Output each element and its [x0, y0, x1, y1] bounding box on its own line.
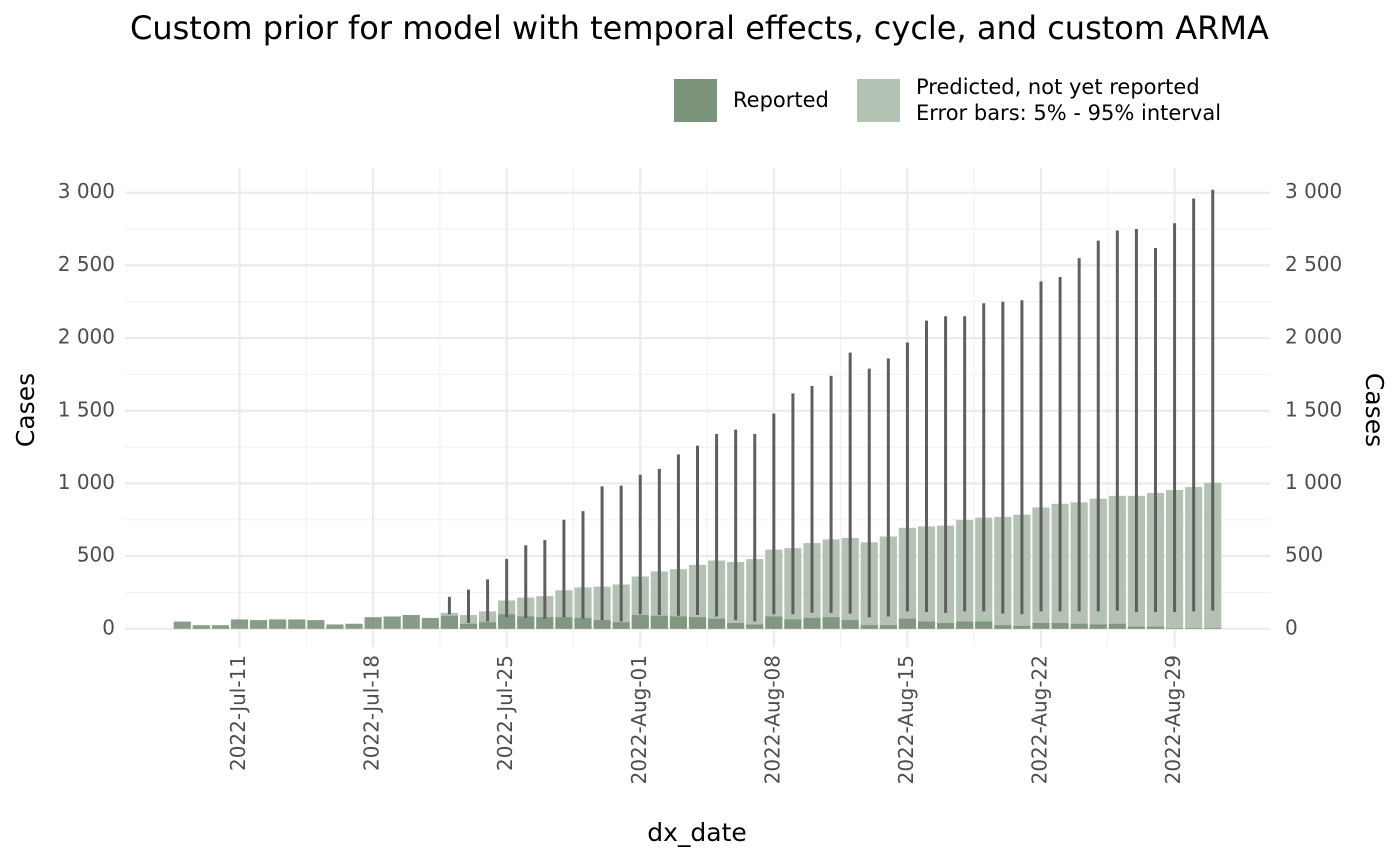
reported-bar — [1108, 623, 1126, 629]
reported-bar — [249, 620, 268, 629]
reported-bar — [288, 619, 306, 629]
reported-bar — [517, 616, 535, 629]
reported-bar — [421, 617, 439, 629]
y-tick-label: 500 — [77, 543, 115, 567]
reported-bar — [746, 624, 764, 629]
x-tick-label: 2022-Aug-29 — [1161, 655, 1185, 784]
reported-bar — [765, 616, 783, 629]
reported-bar — [211, 625, 230, 629]
y-axis-title: Cases — [11, 373, 40, 447]
reported-bar — [345, 623, 363, 629]
legend-swatch — [857, 79, 900, 122]
y-tick-label: 2 500 — [58, 252, 115, 276]
x-axis-title: dx_date — [647, 818, 747, 847]
reported-bar — [650, 615, 668, 629]
y2-tick-label: 2 500 — [1285, 252, 1342, 276]
y2-tick-label: 500 — [1285, 543, 1323, 567]
reported-bar — [383, 616, 401, 629]
reported-bar — [688, 617, 707, 629]
reported-bar — [860, 625, 878, 629]
reported-bar — [994, 625, 1012, 629]
y2-tick-label: 1 500 — [1285, 397, 1342, 421]
legend-label: Reported — [733, 88, 829, 112]
legend-note: Error bars: 5% - 95% interval — [916, 101, 1221, 125]
reported-bar — [917, 621, 936, 629]
reported-bar — [1185, 628, 1203, 629]
y-tick-label: 1 500 — [58, 397, 115, 421]
reported-bar — [1146, 626, 1165, 629]
reported-bar — [669, 616, 688, 629]
reported-bar — [459, 623, 478, 629]
y2-tick-label: 2 000 — [1285, 325, 1342, 349]
reported-bar — [936, 623, 955, 629]
reported-bar — [879, 625, 897, 629]
reported-bar — [593, 620, 611, 629]
x-tick-label: 2022-Aug-08 — [760, 655, 784, 784]
reported-bar — [364, 617, 382, 629]
reported-bar — [478, 622, 497, 629]
reported-bar — [841, 620, 859, 629]
reported-bar — [822, 617, 840, 629]
reported-bar — [307, 620, 325, 629]
reported-bar — [574, 617, 592, 629]
x-tick-label: 2022-Aug-01 — [627, 655, 651, 784]
reported-bar — [536, 617, 554, 629]
reported-bar — [440, 615, 459, 629]
x-tick-label: 2022-Aug-15 — [894, 655, 918, 784]
reported-bar — [402, 615, 420, 629]
x-tick-label: 2022-Aug-22 — [1028, 655, 1052, 784]
y-tick-label: 1 000 — [58, 470, 115, 494]
y-tick-label: 2 000 — [58, 325, 115, 349]
y-tick-label: 0 — [102, 615, 115, 639]
legend-swatch — [674, 79, 717, 122]
reported-bar — [803, 617, 821, 629]
reported-bar — [1089, 624, 1107, 629]
marks — [173, 189, 1222, 629]
reported-bar — [1204, 628, 1222, 629]
x-tick-label: 2022-Jul-11 — [226, 655, 250, 771]
reported-bar — [1127, 626, 1146, 629]
y2-tick-label: 1 000 — [1285, 470, 1342, 494]
reported-bar — [631, 615, 649, 629]
y2-tick-label: 3 000 — [1285, 179, 1342, 203]
reported-bar — [326, 624, 344, 629]
reported-bar — [1070, 623, 1088, 629]
legend-label: Predicted, not yet reported — [916, 75, 1200, 99]
x-tick-label: 2022-Jul-18 — [360, 655, 384, 771]
reported-bar — [230, 619, 249, 629]
reported-bar — [1032, 623, 1050, 629]
reported-bar — [498, 614, 516, 629]
reported-bar — [956, 621, 974, 629]
x-tick-label: 2022-Jul-25 — [493, 655, 517, 771]
reported-bar — [269, 619, 287, 629]
reported-bar — [555, 617, 573, 629]
reported-bar — [727, 623, 745, 629]
y-tick-label: 3 000 — [58, 179, 115, 203]
reported-bar — [975, 621, 993, 629]
chart-title: Custom prior for model with temporal eff… — [130, 9, 1269, 47]
reported-bar — [1165, 628, 1184, 629]
reported-bar — [612, 622, 630, 629]
reported-bar — [898, 618, 917, 629]
reported-bar — [1051, 623, 1069, 629]
reported-bar — [784, 619, 802, 629]
reported-bar — [707, 618, 726, 629]
reported-bar — [173, 621, 191, 629]
reported-bar — [192, 625, 210, 629]
reported-bar — [1013, 625, 1031, 629]
y2-tick-label: 0 — [1285, 615, 1298, 639]
y2-axis-title: Cases — [1360, 373, 1389, 447]
